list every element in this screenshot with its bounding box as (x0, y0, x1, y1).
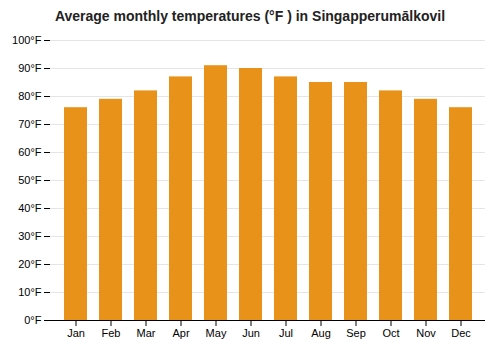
svg-text:10°F: 10°F (18, 286, 42, 298)
svg-text:Oct: Oct (382, 327, 399, 339)
svg-text:20°F: 20°F (18, 258, 42, 270)
svg-text:Jul: Jul (279, 327, 293, 339)
svg-text:Dec: Dec (451, 327, 471, 339)
svg-text:Apr: Apr (172, 327, 189, 339)
svg-text:Feb: Feb (102, 327, 121, 339)
svg-text:90°F: 90°F (18, 62, 42, 74)
svg-text:Aug: Aug (311, 327, 331, 339)
svg-text:30°F: 30°F (18, 230, 42, 242)
svg-text:100°F: 100°F (12, 34, 42, 46)
svg-text:Jan: Jan (67, 327, 85, 339)
html-text:Average monthly temperatures (: Average monthly temperatures (°F ) in Si… (54, 8, 446, 24)
svg-text:50°F: 50°F (18, 174, 42, 186)
svg-text:60°F: 60°F (18, 146, 42, 158)
svg-text:70°F: 70°F (18, 118, 42, 130)
svg-text:Sep: Sep (346, 327, 366, 339)
svg-text:40°F: 40°F (18, 202, 42, 214)
svg-text:May: May (206, 327, 227, 339)
svg-text:80°F: 80°F (18, 90, 42, 102)
svg-text:Mar: Mar (137, 327, 156, 339)
svg-text:0°F: 0°F (24, 314, 42, 326)
svg-text:Nov: Nov (416, 327, 436, 339)
svg-text:Jun: Jun (242, 327, 260, 339)
